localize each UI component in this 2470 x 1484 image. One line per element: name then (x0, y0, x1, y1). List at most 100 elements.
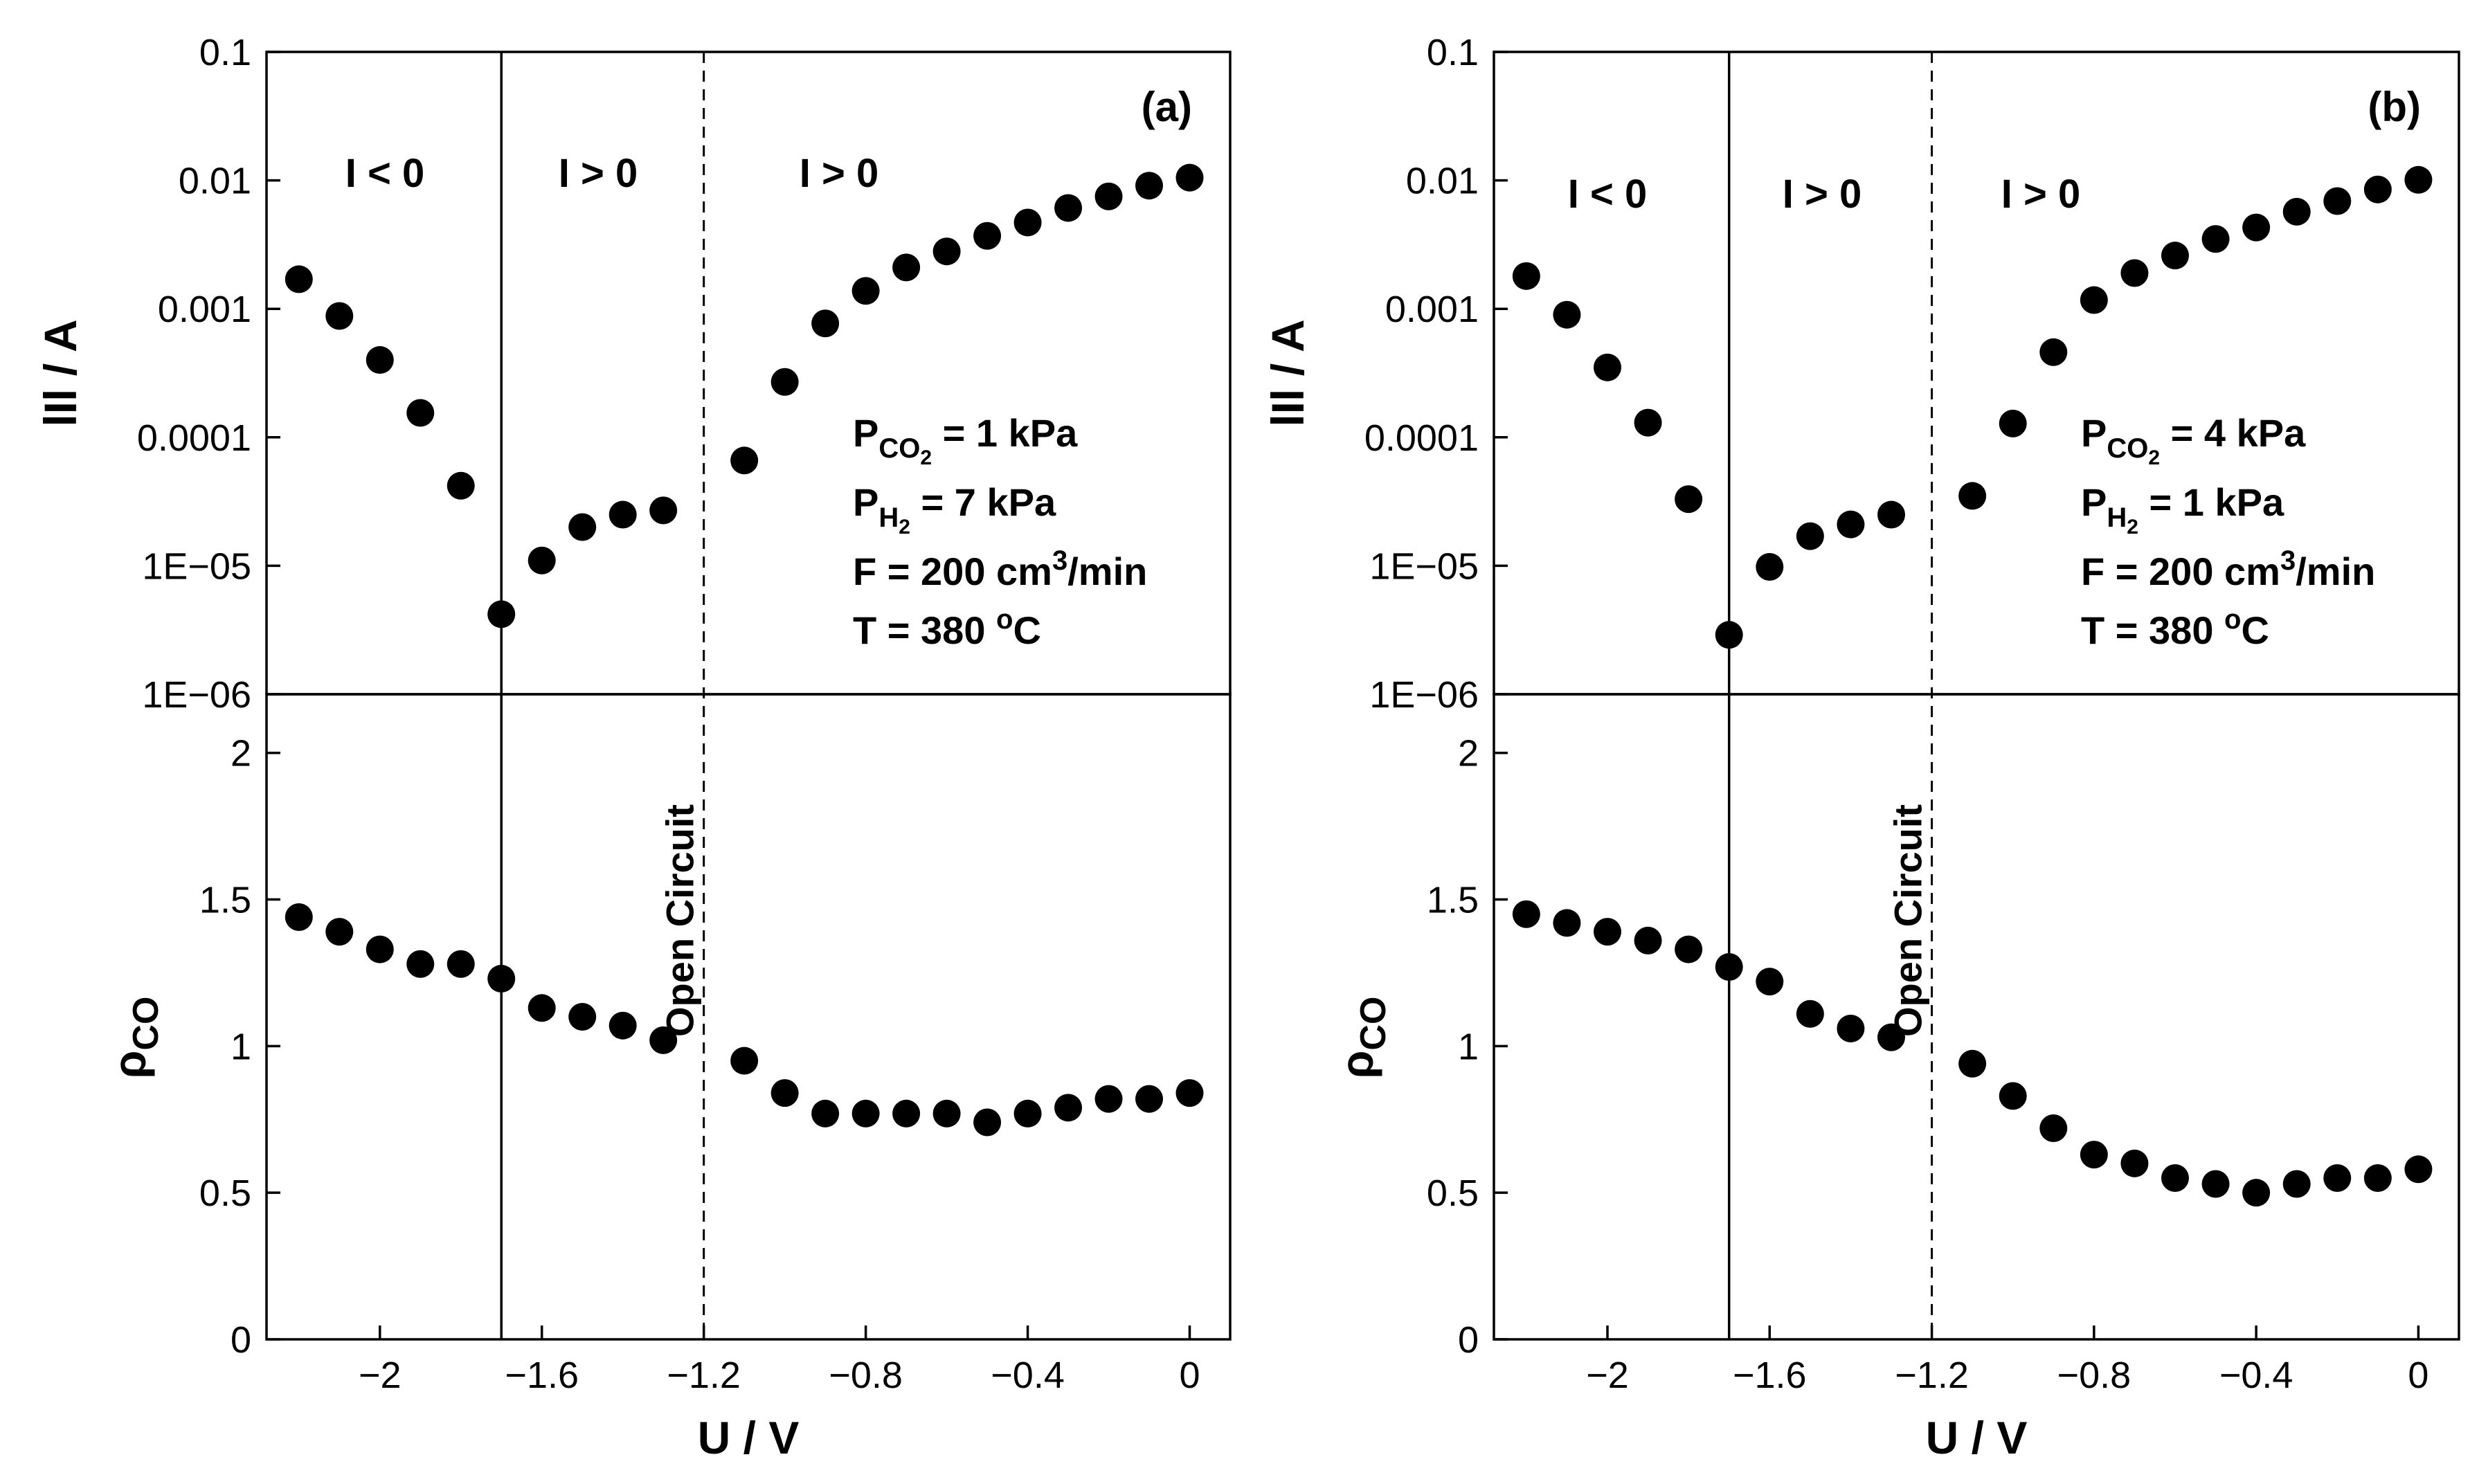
x-tick-label: −0.4 (2219, 1355, 2293, 1396)
chart-panel-a: 0.1 0.01 0.001 0.0001 1E−05 1E−06 0 0.5 1 1.5 2 −2 −… (35, 32, 1232, 1463)
x-tick-label: −0.4 (991, 1355, 1065, 1396)
data-point-rho (2080, 1141, 2108, 1169)
data-point-rho (1877, 1023, 1905, 1051)
data-point-current (851, 277, 880, 305)
condition-main: P (853, 411, 878, 455)
region-label: I < 0 (1568, 172, 1647, 217)
data-point-rho (892, 1099, 921, 1128)
x-tick-label: −1.6 (1733, 1355, 1807, 1396)
region-label: I > 0 (2001, 172, 2080, 217)
data-point-rho (1837, 1014, 1865, 1042)
data-point-current (770, 368, 799, 396)
data-point-current (1958, 482, 1987, 510)
data-point-rho (1594, 918, 1621, 946)
data-point-current (325, 302, 354, 330)
y-tick-label-top: 1E−05 (1369, 545, 1479, 587)
condition-subscript: CO (2107, 433, 2148, 464)
y-tick-label-bottom: 0 (1458, 1319, 1479, 1361)
data-point-rho (285, 903, 313, 931)
x-tick-label: −1.2 (1895, 1355, 1969, 1396)
data-point-rho (366, 935, 394, 963)
chart-panel-b: 0.1 0.01 0.001 0.0001 1E−05 1E−06 0 0.5 1 1.5 2 −2 −… (1262, 32, 2460, 1463)
data-point-rho (487, 964, 516, 993)
plot-frame-top (1493, 51, 2460, 696)
y-tick-label-bottom: 0 (231, 1319, 251, 1361)
data-point-current (406, 399, 435, 427)
condition-line: T = 380 oC (853, 604, 1041, 652)
condition-rest: /min (1067, 550, 1147, 593)
condition-subscript-2: 2 (920, 446, 932, 469)
data-point-current (1877, 500, 1905, 529)
condition-superscript: o (2224, 604, 2241, 635)
condition-superscript: o (996, 604, 1013, 635)
data-point-current (609, 500, 637, 529)
data-point-current (2404, 165, 2433, 194)
data-point-rho (1175, 1079, 1204, 1107)
y-tick-label-bottom: 1 (1458, 1026, 1479, 1067)
data-point-current (1675, 485, 1703, 514)
data-point-current (1756, 553, 1784, 581)
data-point-rho (649, 1026, 678, 1054)
condition-rest: = 1 kPa (932, 411, 1078, 455)
condition-subscript: CO (878, 433, 920, 464)
x-tick-label: 0 (2408, 1355, 2428, 1396)
data-point-rho (568, 1003, 597, 1031)
data-point-current (2201, 225, 2230, 253)
data-point-rho (1135, 1085, 1164, 1113)
condition-rest: = 4 kPa (2160, 411, 2306, 455)
x-axis-label: U / V (1926, 1412, 2028, 1463)
y-tick-label-bottom: 2 (231, 733, 251, 775)
data-point-current (528, 546, 556, 574)
data-point-current (973, 221, 1002, 250)
data-point-rho (1715, 952, 1743, 981)
data-point-rho (1675, 935, 1703, 963)
condition-rest: = 1 kPa (2138, 480, 2284, 524)
data-point-current (892, 253, 921, 282)
data-point-current (649, 496, 678, 525)
data-point-rho (2323, 1164, 2352, 1192)
data-point-current (1837, 510, 1865, 539)
y-axis-label-bottom: ρCO (104, 997, 166, 1079)
data-point-rho (2161, 1164, 2189, 1192)
data-point-current (2363, 175, 2392, 203)
x-tick-label: −0.8 (2057, 1355, 2131, 1396)
data-point-current (2242, 213, 2271, 242)
x-tick-label: −1.2 (667, 1355, 741, 1396)
condition-line: PCO2 = 1 kPa (853, 411, 1078, 469)
rho-subscript: CO (126, 997, 166, 1051)
data-point-current (1594, 353, 1621, 381)
region-label: I > 0 (1783, 172, 1861, 217)
data-point-rho (406, 950, 435, 978)
data-point-current (730, 446, 759, 475)
condition-rest: /min (2296, 550, 2375, 593)
condition-main: P (853, 480, 878, 524)
data-point-rho (1054, 1094, 1083, 1122)
data-point-current (1135, 172, 1164, 200)
data-point-rho (1634, 926, 1662, 954)
region-label: I > 0 (800, 151, 878, 196)
data-point-current (2161, 242, 2189, 270)
y-tick-label-bottom: 0.5 (1427, 1173, 1479, 1214)
data-point-current (2039, 338, 2068, 366)
condition-rest: C (2241, 608, 2269, 652)
data-point-current (1715, 621, 1743, 649)
data-point-rho (932, 1099, 961, 1128)
plot-frame-top (265, 51, 1232, 696)
data-point-rho (1958, 1049, 1987, 1078)
y-tick-label-bottom: 2 (1458, 733, 1479, 775)
open-circuit-label: Open Circuit (658, 804, 702, 1037)
data-point-rho (811, 1099, 840, 1128)
data-point-current (2120, 259, 2149, 287)
data-point-rho (2120, 1149, 2149, 1177)
region-label: I > 0 (559, 151, 638, 196)
data-point-rho (1553, 909, 1581, 937)
y-tick-label-top: 1E−06 (142, 674, 251, 716)
y-tick-label-top: 1E−06 (1369, 674, 1479, 716)
data-point-current (1553, 300, 1581, 329)
open-circuit-label: Open Circuit (1886, 804, 1930, 1037)
data-point-current (1634, 408, 1662, 437)
x-tick-label: −2 (1586, 1355, 1629, 1396)
y-tick-label-top: 0.1 (199, 32, 251, 73)
condition-line: T = 380 oC (2081, 604, 2269, 652)
